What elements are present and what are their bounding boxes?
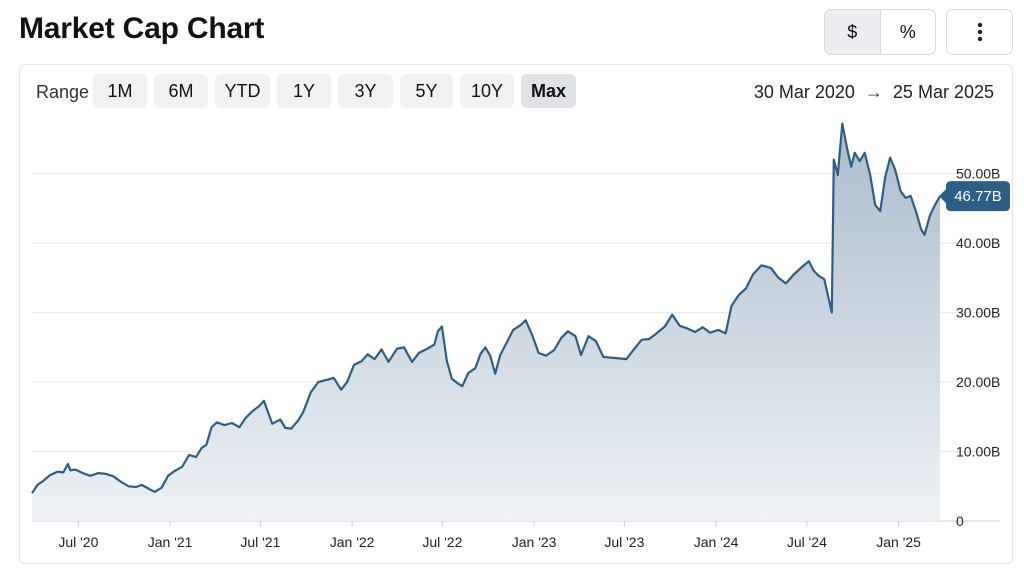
range-button-6m[interactable]: 6M	[154, 74, 208, 108]
more-options-button[interactable]	[946, 9, 1013, 55]
y-tick-label: 50.00B	[956, 166, 1000, 182]
y-tick-label: 20.00B	[956, 374, 1000, 390]
range-button-3y[interactable]: 3Y	[338, 74, 393, 108]
range-button-5y[interactable]: 5Y	[400, 74, 453, 108]
chart-card	[19, 64, 1013, 564]
x-tick-label: Jan '22	[330, 534, 375, 550]
range-button-ytd[interactable]: YTD	[215, 74, 270, 108]
dollar-toggle-button[interactable]: $	[825, 10, 880, 54]
range-button-max[interactable]: Max	[521, 74, 576, 108]
x-tick-label: Jul '24	[787, 534, 827, 550]
current-value-badge	[939, 181, 1010, 212]
y-tick-label: 0	[956, 513, 964, 529]
x-tick-label: Jan '21	[148, 534, 193, 550]
percent-toggle-button[interactable]: %	[879, 10, 936, 54]
x-tick-label: Jul '22	[422, 534, 462, 550]
x-tick-label: Jul '20	[58, 534, 98, 550]
y-tick-label: 10.00B	[956, 444, 1000, 460]
current-value-label: 46.77B	[954, 188, 1002, 205]
range-button-1m[interactable]: 1M	[93, 74, 147, 108]
x-tick-label: Jul '21	[240, 534, 280, 550]
date-range-start: 30 Mar 2020	[753, 82, 855, 102]
date-range-end: 25 Mar 2025	[892, 82, 994, 102]
range-label: Range	[36, 82, 90, 102]
x-tick-label: Jan '23	[512, 534, 557, 550]
page-title: Market Cap Chart	[19, 12, 265, 45]
range-button-1y[interactable]: 1Y	[277, 74, 331, 108]
x-tick-label: Jan '24	[694, 534, 739, 550]
y-tick-label: 30.00B	[956, 305, 1000, 321]
area-fill	[32, 123, 940, 521]
more-vertical-icon	[977, 22, 982, 42]
x-tick-label: Jan '25	[876, 534, 921, 550]
series-line	[31, 122, 941, 494]
x-tick-label: Jul '23	[604, 534, 644, 550]
unit-toggle-group: $ %	[824, 9, 936, 55]
y-tick-label: 40.00B	[956, 235, 1000, 251]
date-range: 30 Mar 2020 → 25 Mar 2025	[754, 82, 994, 103]
range-button-10y[interactable]: 10Y	[460, 74, 514, 108]
arrow-right-icon: →	[864, 82, 883, 102]
